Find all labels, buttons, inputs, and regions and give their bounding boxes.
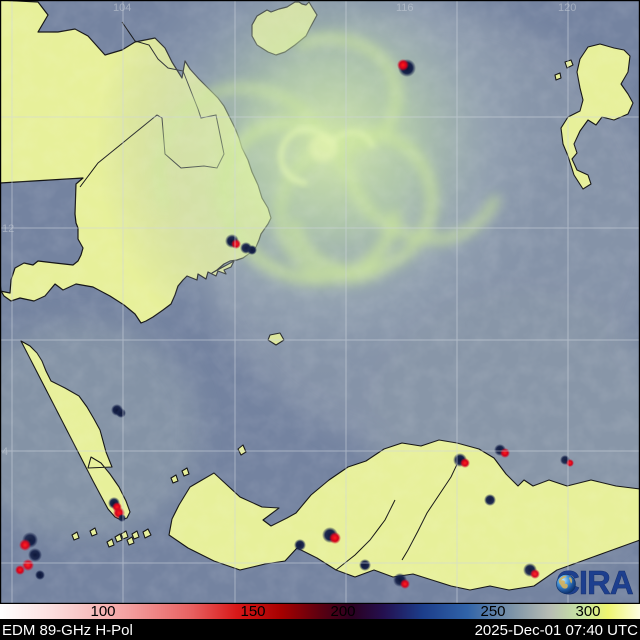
svg-text:300: 300	[575, 603, 600, 620]
svg-text:12: 12	[2, 223, 14, 235]
svg-text:250: 250	[480, 603, 505, 620]
svg-text:100: 100	[90, 603, 115, 620]
svg-text:2025-Dec-01 07:40 UTC: 2025-Dec-01 07:40 UTC	[475, 622, 639, 639]
svg-text:116: 116	[396, 2, 414, 14]
svg-text:EDM 89-GHz H-Pol: EDM 89-GHz H-Pol	[2, 622, 133, 639]
svg-text:150: 150	[240, 603, 265, 620]
svg-text:120: 120	[558, 2, 576, 14]
svg-text:4: 4	[2, 446, 8, 458]
svg-text:104: 104	[113, 2, 131, 14]
svg-text:200: 200	[330, 603, 355, 620]
